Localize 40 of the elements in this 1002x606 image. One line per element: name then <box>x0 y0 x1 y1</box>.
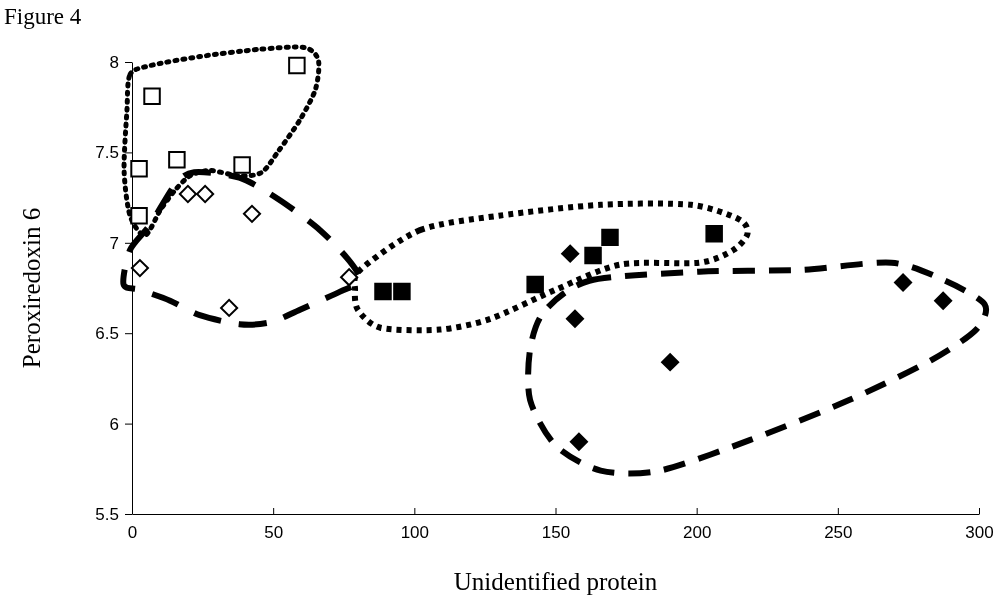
point <box>130 159 148 178</box>
point <box>393 282 411 301</box>
chart-title: Figure 4 <box>4 4 82 29</box>
y-tick-label: 7.5 <box>95 143 119 163</box>
point <box>569 432 588 451</box>
y-tick-label: 6 <box>109 414 119 434</box>
point <box>661 353 680 372</box>
point <box>233 156 251 174</box>
point <box>565 309 585 328</box>
y-tick-label: 5.5 <box>95 504 119 524</box>
point <box>196 184 215 204</box>
point <box>934 291 953 310</box>
point <box>705 225 723 243</box>
point <box>340 268 359 287</box>
point <box>220 298 239 317</box>
point <box>584 246 602 265</box>
x-tick-label: 300 <box>965 523 994 543</box>
point <box>178 184 197 204</box>
point <box>526 275 544 294</box>
x-tick-label: 50 <box>264 523 284 543</box>
x-tick-label: 250 <box>824 523 853 543</box>
point <box>561 244 580 263</box>
y-tick-label: 8 <box>109 52 119 72</box>
point <box>143 87 161 106</box>
point <box>288 56 306 75</box>
point <box>130 206 148 225</box>
point <box>893 273 913 292</box>
x-tick-label: 200 <box>682 523 712 543</box>
point <box>168 150 186 169</box>
x-tick-label: 0 <box>127 523 138 543</box>
x-tick-label: 100 <box>400 523 430 543</box>
point <box>374 282 392 301</box>
y-axis-title: Peroxiredoxin 6 <box>18 207 45 369</box>
point <box>242 204 262 223</box>
point <box>601 228 619 247</box>
y-tick-label: 7 <box>109 233 119 253</box>
x-tick-label: 150 <box>541 523 571 543</box>
point <box>130 259 149 278</box>
y-tick-label: 6.5 <box>95 324 119 344</box>
x-axis-title: Unidentified protein <box>453 568 658 595</box>
